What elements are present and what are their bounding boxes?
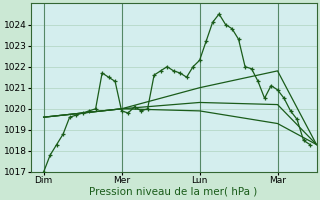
- X-axis label: Pression niveau de la mer( hPa ): Pression niveau de la mer( hPa ): [90, 187, 258, 197]
